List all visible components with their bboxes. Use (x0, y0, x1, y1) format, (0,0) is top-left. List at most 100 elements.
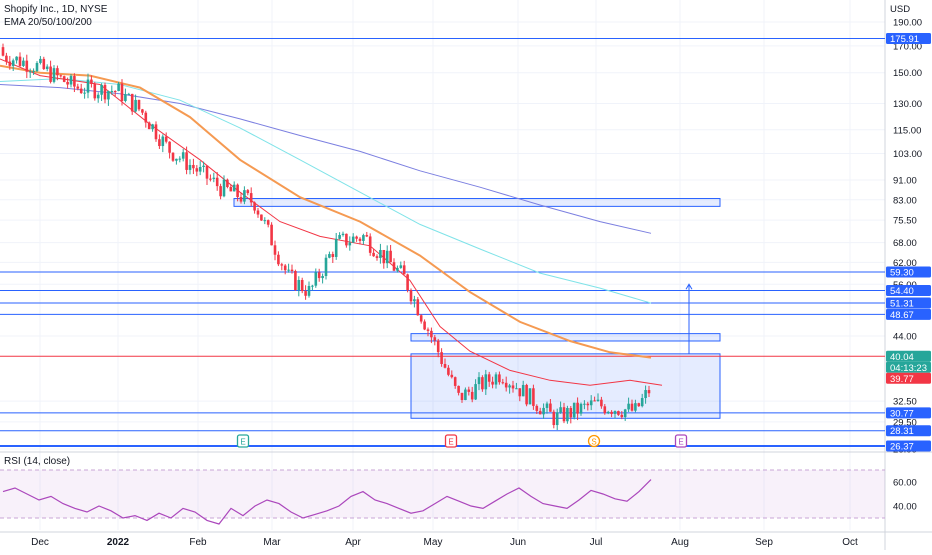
price-tag-9: 28.31 (886, 425, 931, 437)
candle (600, 396, 603, 409)
candle-body (158, 139, 161, 147)
price-tag-box (886, 33, 931, 45)
candle-body (634, 403, 637, 411)
candle-body (589, 400, 593, 406)
candle-body (181, 152, 185, 159)
candle-body (192, 164, 195, 169)
candle (49, 60, 52, 84)
candle-body (113, 91, 117, 93)
event-marker-2[interactable]: S (587, 434, 601, 448)
candle (436, 338, 440, 358)
event-marker-3[interactable]: E (674, 434, 688, 448)
candle (277, 251, 280, 267)
candle-body (253, 202, 256, 211)
candle-body (440, 352, 443, 364)
candle-body (484, 374, 488, 390)
candle (215, 172, 219, 191)
candle-body (566, 407, 569, 422)
candle (379, 243, 382, 264)
zones (233, 198, 721, 419)
candle (453, 376, 457, 389)
candle (470, 386, 474, 403)
event-marker-1[interactable]: E (444, 434, 458, 448)
event-marker-shape (236, 434, 250, 448)
candle (606, 410, 610, 415)
price-tag-box (886, 266, 931, 278)
candle-body (396, 267, 399, 271)
candle-body (294, 270, 297, 291)
symbol-title[interactable]: Shopify Inc., 1D, NYSE (4, 4, 108, 15)
candle-body (525, 384, 528, 405)
candle-body (69, 76, 73, 85)
candle-body (355, 236, 358, 239)
price-tag-box (886, 440, 931, 452)
candle (294, 269, 297, 291)
price-tag-text: 54.40 (890, 286, 914, 297)
candle-body (453, 377, 457, 386)
candle-body (419, 315, 423, 322)
candle (341, 231, 345, 237)
candle (232, 181, 236, 192)
candle-body (15, 56, 18, 61)
candle (161, 134, 165, 153)
candle (69, 73, 73, 88)
candle (440, 348, 443, 367)
candle (443, 358, 447, 369)
candle (634, 399, 637, 413)
candle-body (538, 410, 542, 415)
candle-body (239, 197, 243, 202)
candle-body (124, 94, 127, 101)
candle-body (297, 279, 301, 291)
event-marker-shape (587, 434, 601, 448)
candle (474, 379, 477, 400)
candle-body (256, 210, 260, 215)
price-tag-box (886, 308, 931, 320)
candle (260, 214, 263, 221)
rsi-title[interactable]: RSI (14, close) (4, 456, 71, 467)
candle-body (52, 68, 56, 82)
candle (195, 165, 199, 177)
candle (610, 410, 613, 418)
candle-body (379, 249, 382, 258)
candle-body (504, 382, 508, 388)
candle-body (368, 236, 372, 253)
candle-body (409, 290, 413, 302)
candle-body (637, 403, 641, 407)
time-label-1: 2022 (107, 537, 130, 548)
candle-body (416, 299, 420, 316)
candle (226, 178, 229, 189)
candle (209, 174, 212, 182)
event-marker-shape (674, 434, 688, 448)
candle (222, 175, 226, 198)
candle (83, 87, 86, 99)
event-marker-0[interactable]: E (236, 434, 250, 448)
candle-body (351, 236, 355, 243)
candle (273, 240, 277, 261)
candle (402, 260, 406, 275)
candle (270, 222, 273, 246)
time-label-10: Oct (842, 537, 858, 548)
candle (508, 383, 511, 394)
candle-body (198, 166, 202, 172)
indicator-title[interactable]: EMA 20/50/100/200 (4, 17, 92, 28)
candle-body (56, 68, 59, 76)
price-tag-box (886, 350, 931, 362)
candle-body (630, 403, 634, 411)
candle-body (263, 220, 267, 222)
candle-body (283, 265, 287, 271)
candle-body (613, 411, 617, 414)
candle-body (572, 402, 576, 418)
price-tag-6: 04:13:23 (886, 361, 931, 374)
price-tag-text: 175.91 (890, 34, 919, 45)
candle-body (647, 390, 651, 394)
candle (457, 385, 460, 396)
candle (283, 264, 287, 275)
candle-body (205, 165, 209, 179)
event-marker-letter: E (448, 438, 453, 447)
candle-body (596, 399, 600, 402)
candle (280, 262, 284, 271)
candle (219, 183, 222, 200)
candle (144, 110, 148, 128)
